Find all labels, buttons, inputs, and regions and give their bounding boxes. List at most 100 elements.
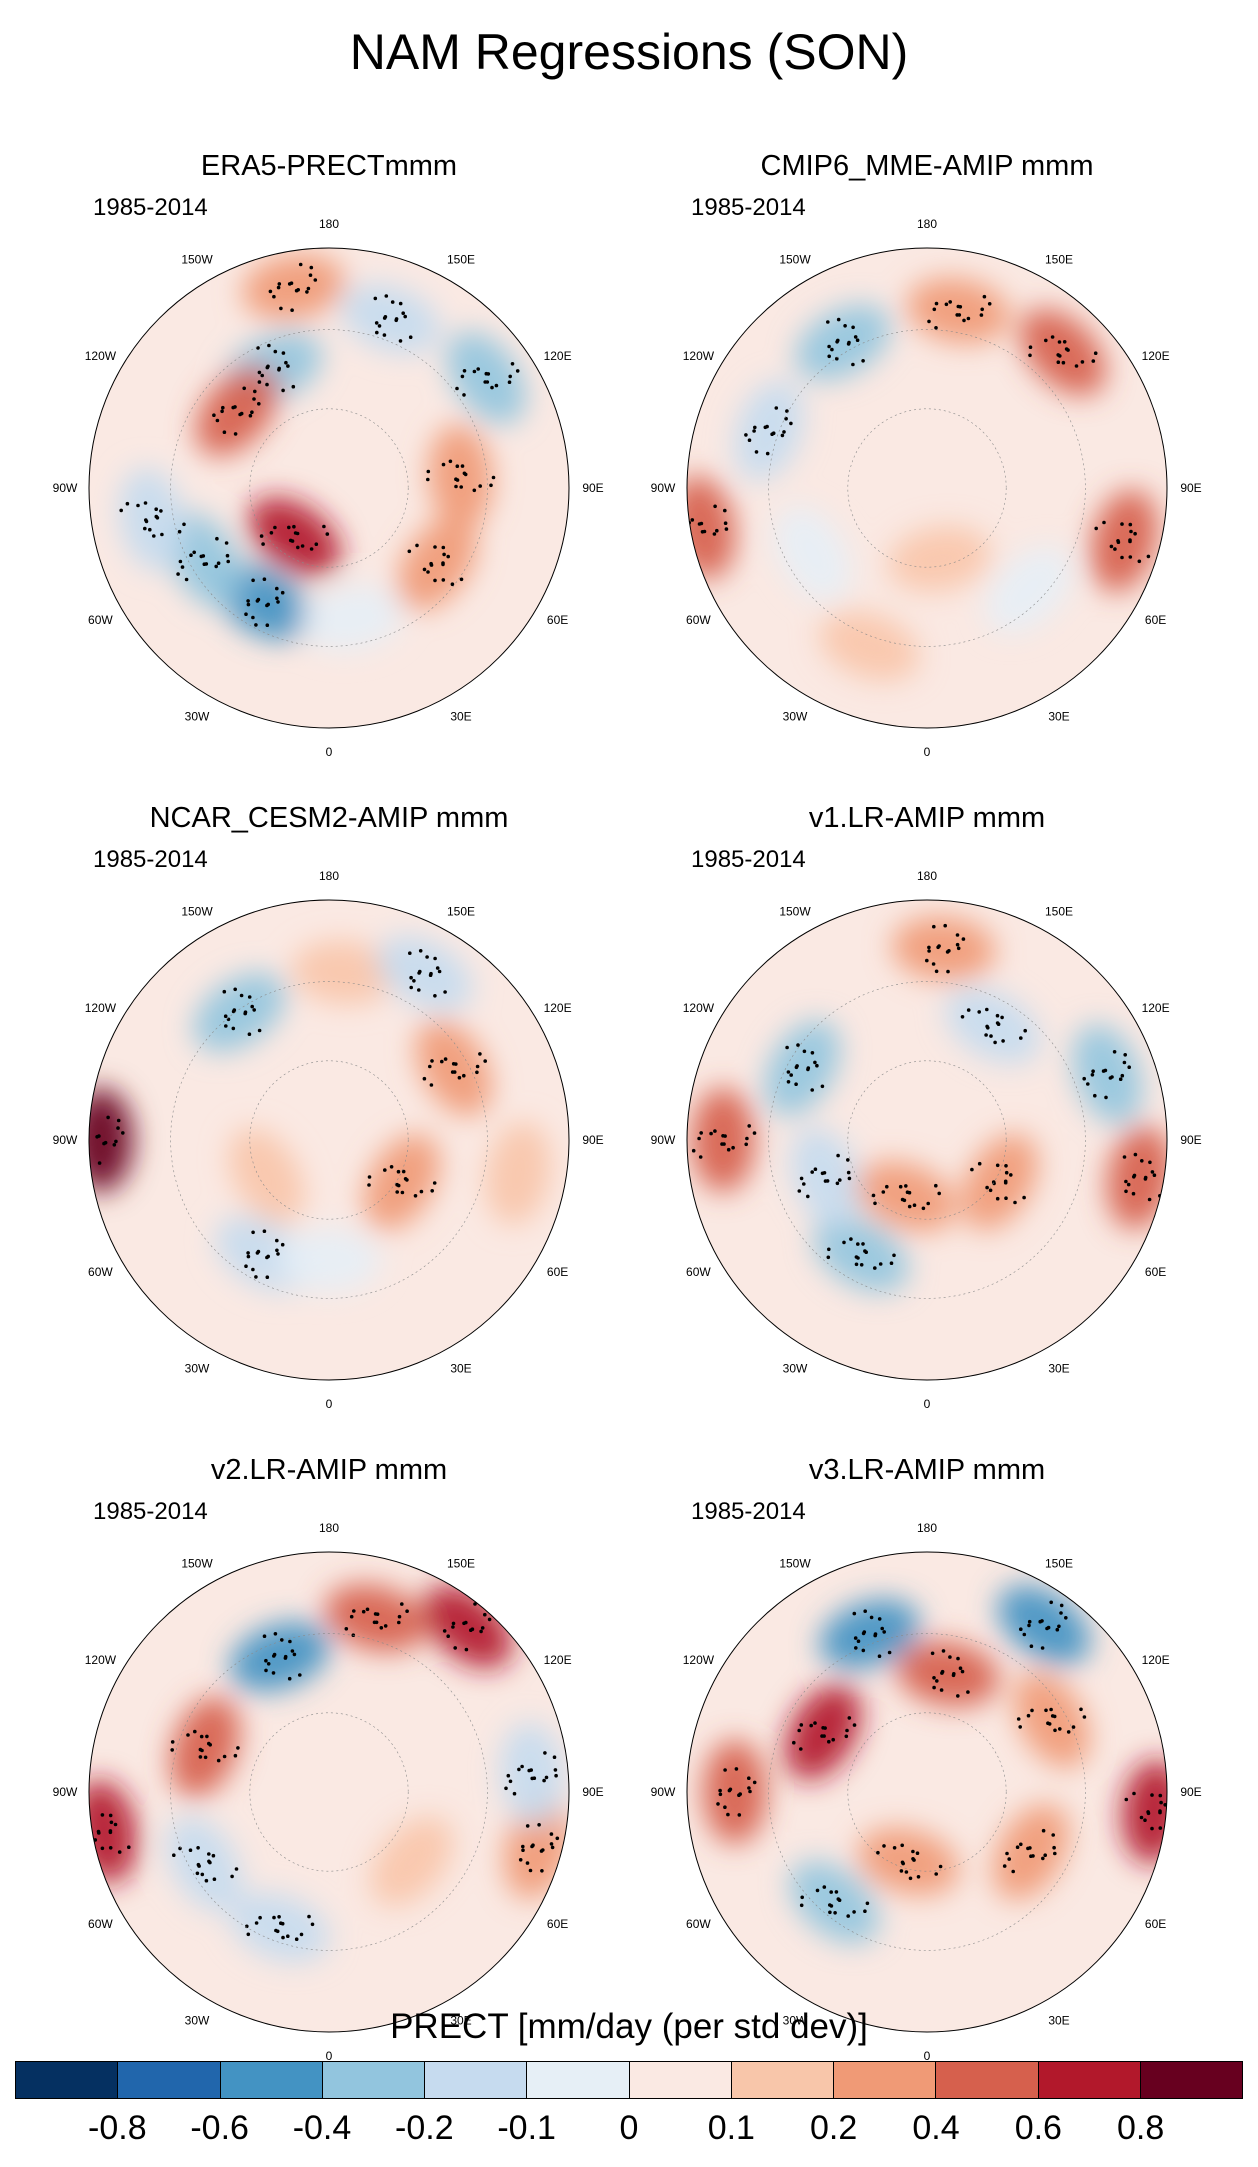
- anomaly-region: [985, 546, 1072, 633]
- longitude-label: 0: [924, 745, 931, 759]
- significance-dot: [697, 1136, 701, 1141]
- significance-dot: [828, 1903, 832, 1907]
- longitude-label: 60W: [88, 1265, 113, 1279]
- significance-dot: [786, 1080, 791, 1084]
- significance-dot: [907, 1190, 912, 1195]
- significance-dot: [170, 1740, 175, 1744]
- significance-dot: [744, 1142, 748, 1147]
- significance-dot: [1177, 1826, 1181, 1830]
- longitude-label: 90E: [582, 1133, 603, 1147]
- significance-dot: [838, 1178, 842, 1182]
- significance-dot: [422, 1076, 427, 1081]
- longitude-label: 150E: [1045, 904, 1073, 918]
- significance-dot: [521, 1848, 525, 1852]
- significance-dot: [1103, 1068, 1108, 1073]
- significance-dot: [459, 485, 464, 489]
- significance-dot: [1052, 1845, 1056, 1850]
- significance-dot: [1029, 1854, 1033, 1858]
- significance-dot: [753, 425, 757, 430]
- anomaly-region: [277, 1228, 381, 1292]
- significance-dot: [143, 501, 148, 505]
- significance-dot: [433, 956, 437, 961]
- significance-dot: [408, 951, 412, 955]
- significance-dot: [344, 1627, 349, 1631]
- colorbar-swatch: [936, 2062, 1039, 2098]
- latitude-circle: [847, 408, 1007, 568]
- anomaly-region: [896, 1641, 1000, 1707]
- longitude-label: 180: [917, 869, 937, 883]
- significance-dot: [939, 1688, 944, 1692]
- significance-dot: [826, 1255, 831, 1260]
- significance-dot: [1022, 1632, 1027, 1637]
- significance-dot: [205, 1734, 209, 1739]
- significance-dot: [945, 950, 950, 954]
- latitude-circle: [847, 1712, 1007, 1872]
- significance-dot: [233, 405, 237, 409]
- significance-dot: [109, 1820, 114, 1825]
- longitude-label: 120E: [1142, 1001, 1170, 1015]
- significance-dot: [83, 1812, 87, 1816]
- significance-dot: [491, 475, 496, 480]
- significance-dot: [475, 1064, 480, 1069]
- significance-dot: [1005, 1851, 1009, 1856]
- significance-dot: [1004, 1196, 1008, 1200]
- significance-dot: [216, 561, 221, 565]
- significance-dot: [1049, 1707, 1053, 1712]
- significance-dot: [226, 559, 230, 564]
- significance-dot: [180, 565, 185, 569]
- longitude-label: 180: [917, 1521, 937, 1535]
- significance-dot: [489, 483, 493, 488]
- significance-dot: [1127, 1065, 1131, 1069]
- significance-dot: [216, 1758, 221, 1763]
- significance-dot: [281, 388, 285, 393]
- significance-dot: [479, 1629, 483, 1634]
- significance-dot: [799, 1723, 804, 1727]
- significance-dot: [899, 1869, 904, 1873]
- significance-dot: [795, 1064, 799, 1068]
- significance-dot: [1062, 340, 1067, 344]
- longitude-label: 60E: [1145, 1917, 1166, 1931]
- anomaly-region: [997, 1585, 1091, 1665]
- significance-dot: [748, 1789, 752, 1794]
- significance-dot: [539, 1849, 544, 1853]
- significance-dot: [951, 1673, 956, 1678]
- significance-dot: [441, 562, 445, 567]
- longitude-label: 120W: [85, 349, 117, 363]
- significance-dot: [856, 1639, 861, 1643]
- significance-dot: [204, 1878, 209, 1883]
- significance-dot: [1030, 1708, 1034, 1713]
- latitude-circle: [768, 981, 1086, 1299]
- anomaly-region: [300, 585, 404, 651]
- significance-dot: [160, 532, 164, 537]
- significance-dot: [955, 313, 959, 317]
- significance-dot: [379, 1626, 384, 1630]
- significance-dot: [222, 1754, 227, 1759]
- colorbar-swatch: [731, 2062, 834, 2098]
- significance-dot: [955, 933, 960, 937]
- significance-dot: [113, 1822, 118, 1827]
- anomaly-region: [1106, 1125, 1167, 1230]
- significance-dot: [451, 1621, 456, 1626]
- significance-dot: [820, 1734, 824, 1738]
- significance-dot: [273, 349, 278, 354]
- anomaly-region: [291, 940, 396, 1005]
- significance-dot: [1051, 1833, 1055, 1837]
- longitude-label: 90W: [651, 1133, 676, 1147]
- significance-dot: [377, 324, 382, 328]
- significance-dot: [745, 1136, 749, 1141]
- significance-dot: [433, 994, 437, 998]
- colorbar-tick-label: 0.2: [810, 2109, 858, 2147]
- significance-dot: [490, 385, 494, 390]
- latitude-circle: [768, 329, 1086, 647]
- panel-title: v2.LR-AMIP mmm: [210, 1454, 448, 1486]
- significance-dot: [878, 1262, 883, 1266]
- panel-cmip6-mme: CMIP6_MME-AMIP mmm 1985-2014 180 150E 120E…: [627, 148, 1227, 788]
- significance-dot: [299, 1932, 304, 1937]
- significance-dot: [506, 1773, 511, 1778]
- anomaly-region: [89, 1780, 138, 1884]
- significance-dot: [504, 1786, 508, 1791]
- significance-dot: [460, 464, 465, 468]
- significance-dot: [882, 1630, 886, 1634]
- significance-dot: [726, 1812, 730, 1817]
- significance-dot: [280, 1638, 284, 1642]
